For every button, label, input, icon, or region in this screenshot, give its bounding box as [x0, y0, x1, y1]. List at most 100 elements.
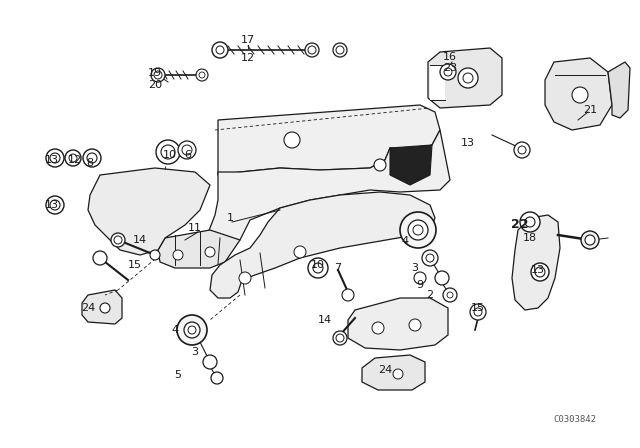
Circle shape: [447, 292, 453, 298]
Circle shape: [400, 212, 436, 248]
Circle shape: [161, 145, 175, 159]
Text: 13: 13: [45, 155, 59, 165]
Text: 22: 22: [511, 219, 529, 232]
Text: 13: 13: [461, 138, 475, 148]
Circle shape: [114, 236, 122, 244]
Circle shape: [372, 322, 384, 334]
Circle shape: [173, 250, 183, 260]
Circle shape: [100, 303, 110, 313]
Circle shape: [156, 140, 180, 164]
Circle shape: [294, 246, 306, 258]
Circle shape: [69, 154, 77, 162]
Circle shape: [333, 331, 347, 345]
Circle shape: [188, 326, 196, 334]
Polygon shape: [82, 290, 122, 324]
Circle shape: [151, 68, 165, 82]
Circle shape: [336, 46, 344, 54]
Circle shape: [50, 200, 60, 210]
Polygon shape: [430, 65, 445, 100]
Circle shape: [184, 322, 200, 338]
Text: 11: 11: [188, 223, 202, 233]
Circle shape: [409, 319, 421, 331]
Text: 18: 18: [523, 233, 537, 243]
Polygon shape: [205, 130, 450, 248]
Text: 12: 12: [68, 155, 82, 165]
Circle shape: [336, 334, 344, 342]
Circle shape: [514, 142, 530, 158]
Circle shape: [203, 355, 217, 369]
Circle shape: [333, 43, 347, 57]
Circle shape: [284, 132, 300, 148]
Circle shape: [154, 71, 162, 79]
Polygon shape: [210, 192, 435, 298]
Text: 8: 8: [86, 158, 93, 168]
Text: 23: 23: [443, 63, 457, 73]
Text: 12: 12: [241, 53, 255, 63]
Circle shape: [435, 271, 449, 285]
Text: 2: 2: [426, 290, 433, 300]
Polygon shape: [428, 48, 502, 108]
Circle shape: [205, 247, 215, 257]
Text: 13: 13: [45, 200, 59, 210]
Circle shape: [239, 272, 251, 284]
Polygon shape: [362, 355, 425, 390]
Circle shape: [93, 251, 107, 265]
Circle shape: [111, 233, 125, 247]
Text: 4: 4: [172, 325, 179, 335]
Circle shape: [581, 231, 599, 249]
Circle shape: [50, 153, 60, 163]
Text: 4: 4: [401, 236, 408, 246]
Text: 1: 1: [227, 213, 234, 223]
Polygon shape: [608, 62, 630, 118]
Circle shape: [150, 250, 160, 260]
Circle shape: [393, 369, 403, 379]
Circle shape: [211, 372, 223, 384]
Circle shape: [440, 64, 456, 80]
Circle shape: [199, 72, 205, 78]
Text: 5: 5: [175, 370, 182, 380]
Circle shape: [474, 308, 482, 316]
Circle shape: [342, 289, 354, 301]
Circle shape: [46, 149, 64, 167]
Circle shape: [182, 145, 192, 155]
Text: 24: 24: [378, 365, 392, 375]
Circle shape: [422, 250, 438, 266]
Circle shape: [212, 42, 228, 58]
Circle shape: [374, 159, 386, 171]
Circle shape: [426, 254, 434, 262]
Text: 19: 19: [148, 68, 162, 78]
Circle shape: [458, 68, 478, 88]
Circle shape: [572, 87, 588, 103]
Circle shape: [535, 267, 545, 277]
Circle shape: [313, 263, 323, 273]
Circle shape: [65, 150, 81, 166]
Circle shape: [216, 46, 224, 54]
Circle shape: [413, 225, 423, 235]
Circle shape: [470, 304, 486, 320]
Text: 15: 15: [471, 303, 485, 313]
Polygon shape: [390, 145, 432, 185]
Text: C0303842: C0303842: [554, 415, 596, 425]
Circle shape: [87, 153, 97, 163]
Circle shape: [518, 146, 526, 154]
Circle shape: [196, 69, 208, 81]
Polygon shape: [88, 168, 210, 255]
Circle shape: [308, 258, 328, 278]
Circle shape: [520, 212, 540, 232]
Circle shape: [525, 217, 535, 227]
Circle shape: [305, 43, 319, 57]
Text: 10: 10: [311, 260, 325, 270]
Circle shape: [46, 196, 64, 214]
Circle shape: [408, 220, 428, 240]
Circle shape: [443, 288, 457, 302]
Polygon shape: [348, 298, 448, 350]
Circle shape: [178, 141, 196, 159]
Polygon shape: [545, 58, 612, 130]
Circle shape: [585, 235, 595, 245]
Text: 3: 3: [412, 263, 419, 273]
Text: 13: 13: [531, 265, 545, 275]
Polygon shape: [512, 215, 560, 310]
Circle shape: [444, 68, 452, 76]
Circle shape: [177, 315, 207, 345]
Text: 14: 14: [133, 235, 147, 245]
